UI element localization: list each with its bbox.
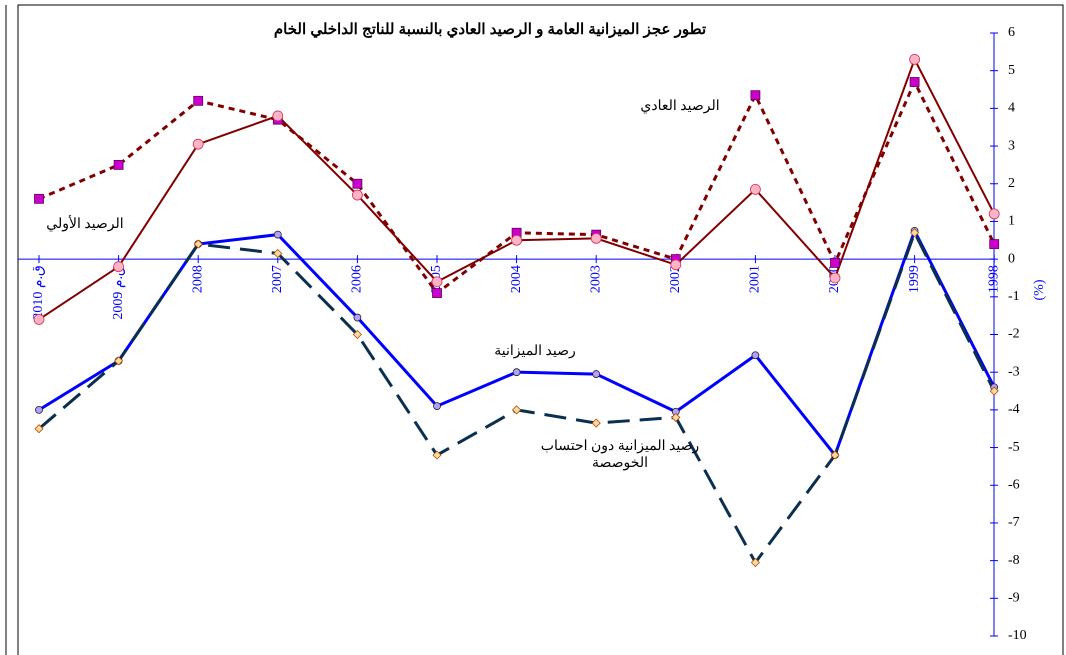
marker [431, 276, 443, 288]
marker [35, 405, 43, 414]
x-tick-label: 2010 ق.م [31, 265, 46, 320]
y-tick-label: 5 [1008, 63, 1015, 78]
y-tick-label: -5 [1008, 440, 1020, 455]
marker [750, 184, 761, 195]
y-tick-label: 0 [1008, 251, 1015, 266]
marker [113, 261, 124, 273]
x-tick-label: 2009 ق.م [111, 265, 126, 320]
marker [432, 450, 442, 460]
series-label: الرصيد الأولي [46, 217, 124, 232]
x-tick-label: 2001 [748, 265, 763, 293]
marker [353, 313, 362, 322]
y-tick-label: 2 [1008, 176, 1015, 191]
marker [273, 230, 282, 239]
marker [352, 329, 362, 340]
y-tick-label: 3 [1008, 138, 1015, 153]
marker [511, 234, 522, 246]
series-label: رصيد الميزانية دون احتساب الخوصصة [540, 439, 700, 471]
marker [591, 418, 601, 428]
marker [751, 351, 760, 360]
marker [34, 193, 44, 204]
marker [988, 208, 1000, 220]
marker [193, 95, 204, 106]
series-label: الرصيد العادي [640, 99, 720, 114]
marker [272, 110, 284, 122]
marker [432, 288, 442, 298]
y-tick-label: -6 [1008, 477, 1020, 492]
x-tick-label: 2003 [588, 265, 603, 293]
y-tick-label: 6 [1008, 25, 1015, 40]
marker [989, 386, 999, 396]
marker [989, 239, 1000, 249]
marker [34, 424, 44, 434]
x-tick-label: 1998 [986, 265, 1001, 293]
y-tick-label: -10 [1008, 628, 1027, 643]
marker [512, 405, 522, 415]
marker [351, 189, 363, 201]
marker [512, 368, 521, 377]
chart-title: تطور عجز الميزانية العامة و الرصيد العاد… [273, 21, 707, 38]
marker [113, 160, 124, 170]
y-tick-label: 4 [1008, 101, 1015, 116]
y-tick-label: -7 [1008, 515, 1020, 530]
series-label: رصيد الميزانية [494, 344, 576, 359]
marker [193, 239, 203, 249]
marker [433, 402, 441, 411]
marker [910, 228, 920, 238]
marker [830, 257, 840, 268]
marker [909, 77, 920, 87]
marker [830, 450, 840, 460]
y-tick-label: -1 [1008, 289, 1020, 304]
y-tick-label: -4 [1008, 402, 1020, 417]
x-tick-label: 2007 [270, 265, 285, 293]
marker [273, 248, 283, 259]
x-tick-label: 2006 [350, 265, 365, 293]
marker [750, 557, 760, 568]
y-tick-label: -9 [1008, 591, 1020, 606]
x-tick-label: 2002 [668, 265, 683, 293]
marker [671, 412, 681, 422]
y-tick-label: -2 [1008, 327, 1020, 342]
marker [829, 272, 841, 284]
y-tick-label: -3 [1008, 364, 1020, 379]
y-tick-label: -8 [1008, 553, 1020, 568]
x-tick-label: 2008 [190, 265, 205, 293]
x-tick-label: 2004 [509, 265, 524, 293]
y-tick-label: 1 [1008, 214, 1015, 229]
marker [352, 178, 363, 189]
chart-border [17, 4, 1064, 655]
y-axis-label: (%) [1032, 279, 1047, 300]
marker [750, 90, 761, 101]
marker [590, 232, 602, 244]
marker [670, 259, 682, 271]
x-tick-label: 1999 [907, 265, 922, 293]
marker [33, 314, 45, 325]
marker [114, 356, 124, 366]
marker [909, 53, 920, 65]
marker [592, 370, 601, 378]
marker [192, 138, 204, 150]
